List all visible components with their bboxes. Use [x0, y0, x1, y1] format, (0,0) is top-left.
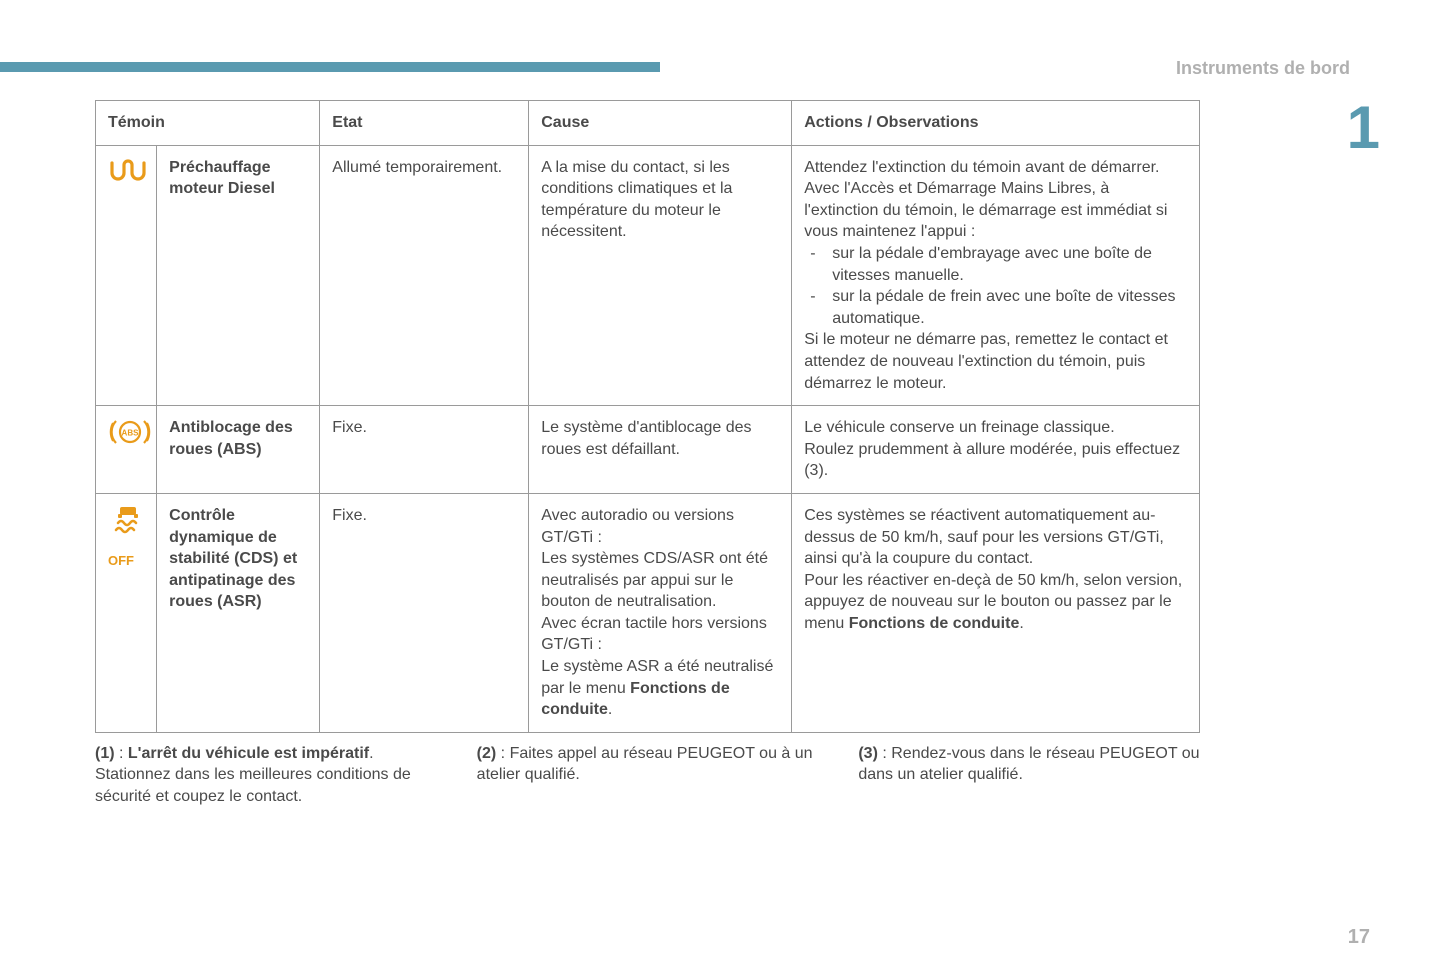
footnote-2-text: : Faites appel au réseau PEUGEOT ou à un… [477, 745, 813, 784]
footnote-3-text: : Rendez-vous dans le réseau PEUGEOT ou … [858, 745, 1199, 784]
row-actions: Ces systèmes se réactivent automatiqueme… [792, 493, 1200, 732]
footnotes: (1) : L'arrêt du véhicule est impératif.… [95, 743, 1200, 808]
section-title: Instruments de bord [1176, 58, 1350, 79]
row-name: Antiblocage des roues (ABS) [157, 406, 320, 494]
actions-outro: Si le moteur ne démarre pas, remettez le… [804, 329, 1187, 394]
footnote-3: (3) : Rendez-vous dans le réseau PEUGEOT… [858, 743, 1200, 808]
row-actions: Le véhicule conserve un freinage classiq… [792, 406, 1200, 494]
list-item: sur la pédale de frein avec une boîte de… [804, 286, 1187, 329]
cause-post: . [608, 701, 612, 718]
row-name: Préchauffage moteur Diesel [157, 145, 320, 406]
cause-pre: Avec autoradio ou versions GT/GTi : Les … [541, 507, 773, 697]
row-actions: Attendez l'extinction du témoin avant de… [792, 145, 1200, 406]
svg-text:ABS: ABS [122, 429, 140, 438]
asr-off-icon [108, 534, 148, 551]
actions-pre: Ces systèmes se réactivent automatiqueme… [804, 507, 1182, 632]
header-accent-bar [0, 62, 660, 72]
row-etat: Allumé temporairement. [320, 145, 529, 406]
row-cause: A la mise du contact, si les conditions … [529, 145, 792, 406]
footnote-2: (2) : Faites appel au réseau PEUGEOT ou … [477, 743, 819, 808]
table-row: OFF Contrôle dynamique de stabilité (CDS… [96, 493, 1200, 732]
row-name: Contrôle dynamique de stabilité (CDS) et… [157, 493, 320, 732]
header-temoin: Témoin [96, 101, 320, 146]
actions-list: sur la pédale d'embrayage avec une boîte… [804, 243, 1187, 329]
row-cause: Le système d'antiblocage des roues est d… [529, 406, 792, 494]
table-row: Préchauffage moteur Diesel Allumé tempor… [96, 145, 1200, 406]
list-item: sur la pédale d'embrayage avec une boîte… [804, 243, 1187, 286]
warning-lights-table: Témoin Etat Cause Actions / Observations… [95, 100, 1200, 733]
table-header-row: Témoin Etat Cause Actions / Observations [96, 101, 1200, 146]
actions-bold: Fonctions de conduite [849, 615, 1020, 632]
row-etat: Fixe. [320, 406, 529, 494]
header-etat: Etat [320, 101, 529, 146]
preheat-coil-icon [108, 157, 144, 183]
table-row: ABS Antiblocage des roues (ABS) Fixe. Le… [96, 406, 1200, 494]
page-content: Témoin Etat Cause Actions / Observations… [95, 100, 1200, 808]
chapter-number: 1 [1347, 98, 1380, 158]
header-actions: Actions / Observations [792, 101, 1200, 146]
actions-intro: Attendez l'extinction du témoin avant de… [804, 157, 1187, 243]
footnote-1-sep: : [115, 745, 128, 762]
footnote-1-label: (1) [95, 745, 115, 762]
abs-icon-cell: ABS [96, 406, 157, 494]
preheat-icon-cell [96, 145, 157, 406]
asr-off-icon-cell: OFF [96, 493, 157, 732]
row-cause: Avec autoradio ou versions GT/GTi : Les … [529, 493, 792, 732]
page-number: 17 [1348, 926, 1370, 949]
actions-post: . [1019, 615, 1023, 632]
footnote-2-label: (2) [477, 745, 497, 762]
asr-off-label: OFF [108, 552, 144, 570]
abs-icon: ABS [108, 434, 152, 451]
header-cause: Cause [529, 101, 792, 146]
footnote-3-label: (3) [858, 745, 878, 762]
footnote-1-bold: L'arrêt du véhicule est impératif [128, 745, 369, 762]
row-etat: Fixe. [320, 493, 529, 732]
footnote-1: (1) : L'arrêt du véhicule est impératif.… [95, 743, 437, 808]
